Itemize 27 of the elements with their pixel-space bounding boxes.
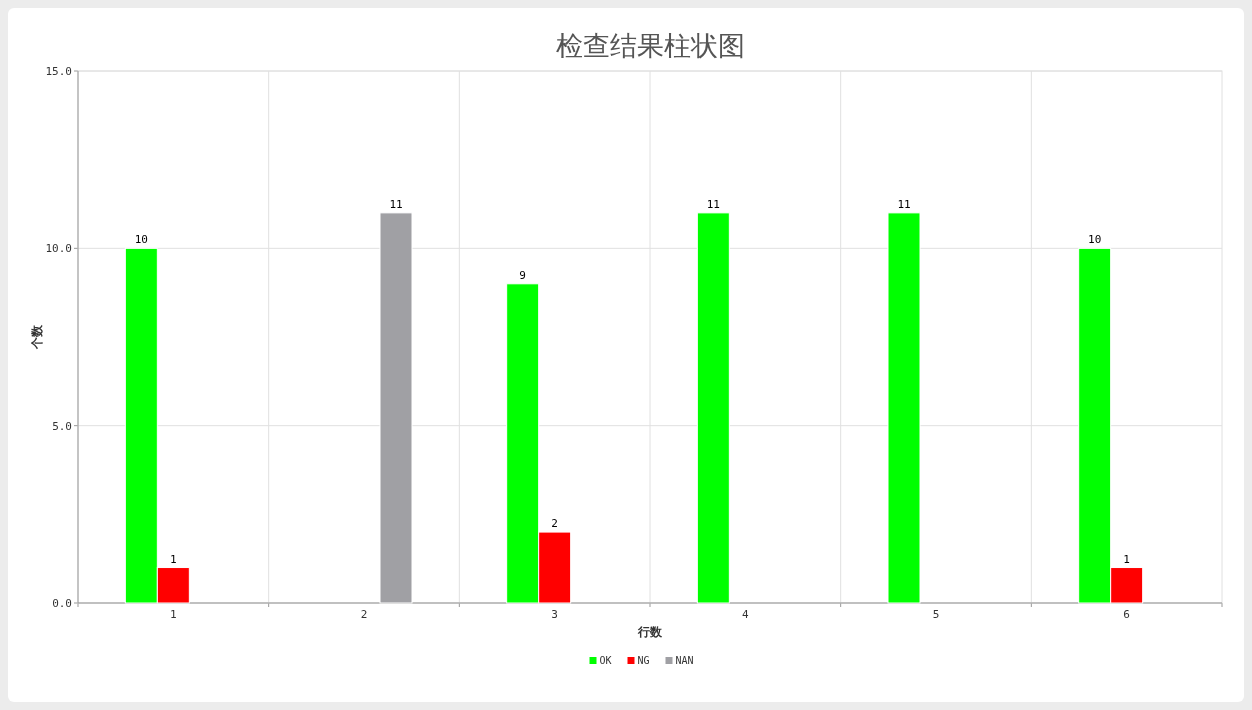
data-label: 11	[706, 197, 720, 211]
bar	[696, 212, 730, 604]
data-label: 11	[897, 197, 911, 211]
y-tick-label: 10.0	[45, 242, 72, 256]
x-tick-label: 3	[551, 608, 558, 621]
x-tick-label: 4	[742, 608, 750, 621]
x-tick-label: 6	[1123, 608, 1130, 621]
legend-label: NG	[637, 655, 650, 666]
y-tick-label: 15.0	[45, 65, 72, 78]
x-tick-label: 5	[932, 608, 940, 621]
chart-title: 检查结果柱状图	[555, 30, 745, 61]
data-label: 10	[134, 233, 148, 247]
y-axis-title: 个数	[30, 324, 44, 350]
data-label: 1	[1123, 552, 1130, 566]
legend-label: OK	[599, 655, 612, 666]
y-tick-label: 5.0	[52, 419, 72, 433]
x-tick-label: 2	[360, 608, 368, 621]
bar	[887, 212, 921, 604]
data-label: 10	[1088, 233, 1102, 247]
legend-label: NAN	[675, 655, 694, 666]
data-label: 9	[519, 268, 526, 282]
x-tick-label: 1	[170, 608, 177, 621]
y-tick-label: 0.0	[52, 597, 72, 610]
data-label: 11	[389, 197, 403, 211]
data-label: 2	[551, 517, 558, 531]
data-label: 1	[170, 552, 177, 566]
x-axis-title: 行数	[637, 625, 663, 639]
